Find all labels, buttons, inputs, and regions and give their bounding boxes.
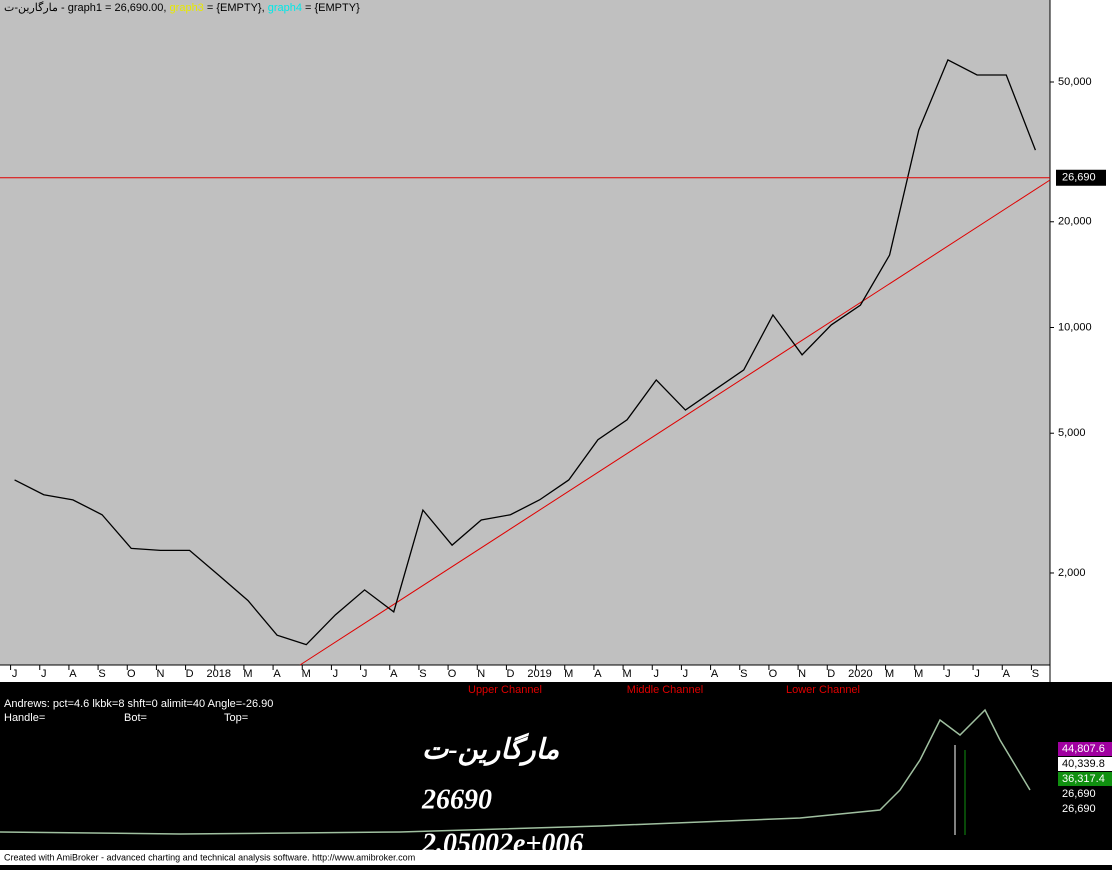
price-line xyxy=(14,58,1037,646)
x-tick-label: N xyxy=(798,668,806,680)
x-tick-label: 2020 xyxy=(848,668,872,680)
channel-label: Lower Channel xyxy=(786,684,860,696)
x-tick-label: J xyxy=(683,668,689,680)
x-tick-label: J xyxy=(654,668,660,680)
y-tick-label: 20,000 xyxy=(1058,216,1092,228)
trend-line xyxy=(299,179,1051,666)
x-tick-label: D xyxy=(186,668,194,680)
y-tick-label: 5,000 xyxy=(1058,427,1086,439)
x-tick-label: M xyxy=(622,668,631,680)
x-tick-label: J xyxy=(41,668,47,680)
x-tick-label: S xyxy=(98,668,105,680)
close: 26690 xyxy=(421,784,492,815)
footer: Created with AmiBroker - advanced charti… xyxy=(4,852,415,862)
x-tick-label: A xyxy=(594,668,602,680)
chart-title: مارگارین-ت - graph1 = 26,690.00, graph3 … xyxy=(4,1,360,14)
mini-chart xyxy=(0,708,1031,835)
x-tick-label: J xyxy=(12,668,18,680)
symbol: مارگارین-ت xyxy=(422,732,559,766)
indicator-label: Top= xyxy=(224,712,248,724)
last-value-tag xyxy=(1056,169,1106,186)
last-value-label: 26,690 xyxy=(1062,172,1096,184)
x-axis-strip xyxy=(0,665,1050,682)
y-tick-label: 50,000 xyxy=(1058,76,1092,88)
x-tick-label: S xyxy=(419,668,426,680)
x-tick-label: 2019 xyxy=(527,668,551,680)
footer-bar xyxy=(0,850,1112,865)
x-tick-label: O xyxy=(769,668,778,680)
x-tick-label: O xyxy=(127,668,136,680)
x-tick-label: A xyxy=(390,668,398,680)
x-tick-label: D xyxy=(506,668,514,680)
y-axis-strip xyxy=(1050,0,1112,682)
x-tick-label: M xyxy=(564,668,573,680)
y-tick-label: 10,000 xyxy=(1058,321,1092,333)
title-part: = {EMPTY} xyxy=(302,2,360,14)
price-pane xyxy=(0,0,1112,682)
indicator-header: Andrews: pct=4.6 lkbk=8 shft=0 alimit=40… xyxy=(4,698,273,710)
x-tick-label: M xyxy=(885,668,894,680)
title-part: مارگارین-ت - graph1 = 26,690.00, xyxy=(4,1,170,14)
indicator-label: Bot= xyxy=(124,712,147,724)
value-tag xyxy=(1058,772,1112,786)
value-tag-label: 44,807.6 xyxy=(1062,743,1105,755)
volume: 2.05002e+006 xyxy=(421,828,583,859)
title-part: graph3 xyxy=(170,2,204,14)
value-tag-label: 36,317.4 xyxy=(1062,773,1105,785)
x-tick-label: 2018 xyxy=(207,668,231,680)
x-tick-label: O xyxy=(448,668,457,680)
x-tick-label: J xyxy=(333,668,339,680)
indicator-label: Handle= xyxy=(4,712,45,724)
x-tick-label: N xyxy=(477,668,485,680)
value-tag xyxy=(1058,757,1112,771)
x-tick-label: M xyxy=(914,668,923,680)
channel-label: Middle Channel xyxy=(627,684,703,696)
x-tick-label: A xyxy=(69,668,77,680)
x-tick-label: A xyxy=(711,668,719,680)
x-tick-label: D xyxy=(827,668,835,680)
x-tick-label: J xyxy=(974,668,980,680)
channel-label: Upper Channel xyxy=(468,684,542,696)
title-part: graph4 xyxy=(268,2,302,14)
x-tick-label: J xyxy=(362,668,368,680)
x-tick-label: S xyxy=(740,668,747,680)
value-tag-label: 26,690 xyxy=(1062,788,1096,800)
x-tick-label: J xyxy=(945,668,951,680)
x-tick-label: A xyxy=(1003,668,1011,680)
value-tag xyxy=(1058,742,1112,756)
value-tag-label: 26,690 xyxy=(1062,803,1096,815)
value-tag-label: 40,339.8 xyxy=(1062,758,1105,770)
x-tick-label: A xyxy=(273,668,281,680)
x-tick-label: N xyxy=(156,668,164,680)
x-tick-label: M xyxy=(302,668,311,680)
x-tick-label: M xyxy=(243,668,252,680)
y-tick-label: 2,000 xyxy=(1058,567,1086,579)
x-tick-label: S xyxy=(1032,668,1039,680)
title-part: = {EMPTY}, xyxy=(204,2,268,14)
